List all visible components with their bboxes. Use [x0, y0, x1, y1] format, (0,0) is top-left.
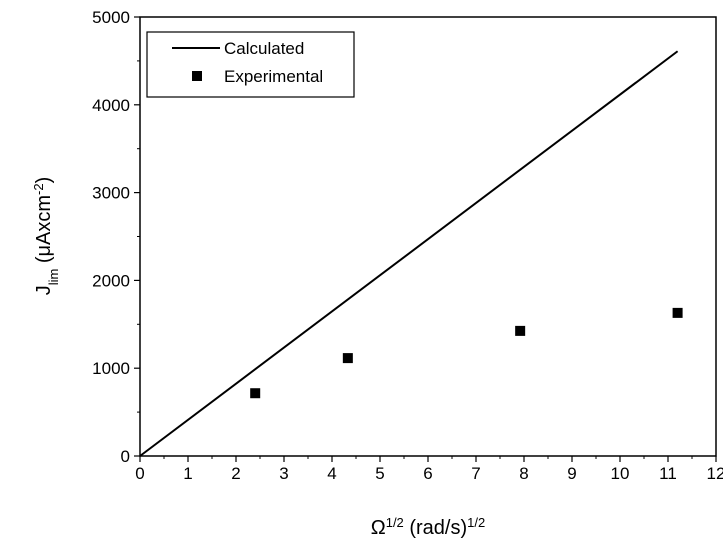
y-tick-label: 2000 — [92, 271, 130, 290]
experimental-point — [672, 307, 683, 318]
x-tick-label: 2 — [231, 464, 240, 483]
y-axis-title: Jlim (μAxcm-2) — [31, 177, 61, 296]
y-axis-title-symbol: J — [33, 285, 55, 295]
series-line-calculated — [139, 50, 679, 457]
x-axis-title-sup: 1/2 — [386, 515, 404, 530]
x-tick-label: 8 — [519, 464, 528, 483]
y-axis-title-close: ) — [33, 177, 55, 184]
x-tick-label: 4 — [327, 464, 336, 483]
x-axis-title: Ω1/2 (rad/s)1/2 — [371, 515, 485, 540]
experimental-point — [342, 353, 353, 364]
y-tick-label: 1000 — [92, 359, 130, 378]
x-tick-label: 9 — [567, 464, 576, 483]
legend-label-calculated: Calculated — [224, 39, 304, 58]
x-tick-label: 7 — [471, 464, 480, 483]
x-tick-label: 11 — [659, 464, 677, 483]
y-axis-title-sub: lim — [46, 269, 61, 286]
experimental-point — [515, 325, 526, 336]
y-tick-label: 3000 — [92, 184, 130, 203]
series-layer — [139, 50, 683, 457]
legend-box — [146, 31, 355, 98]
y-tick-label: 0 — [121, 447, 130, 466]
x-tick-label: 10 — [611, 464, 630, 483]
x-axis-title-unit-sup: 1/2 — [467, 515, 485, 530]
x-axis-title-unit: (rad/s) — [404, 517, 467, 539]
x-axis-title-symbol: Ω — [371, 517, 386, 539]
legend-label-experimental: Experimental — [224, 67, 323, 86]
x-tick-label: 0 — [135, 464, 144, 483]
x-tick-label: 6 — [423, 464, 432, 483]
x-axis: 0 1 2 3 4 5 6 7 8 9 10 11 12 — [135, 456, 723, 483]
legend-square-swatch — [192, 71, 202, 81]
y-tick-label: 5000 — [92, 8, 130, 27]
experimental-point — [250, 388, 261, 399]
y-tick-label: 4000 — [92, 96, 130, 115]
y-axis-title-unit: (μAxcm — [33, 195, 55, 269]
x-tick-label: 5 — [375, 464, 384, 483]
x-tick-label: 12 — [707, 464, 723, 483]
x-tick-label: 1 — [183, 464, 192, 483]
y-axis-title-unit-sup: -2 — [31, 183, 46, 195]
legend: Calculated Experimental — [146, 31, 355, 98]
y-axis: 0 1000 2000 3000 4000 5000 — [92, 8, 140, 466]
x-tick-label: 3 — [279, 464, 288, 483]
